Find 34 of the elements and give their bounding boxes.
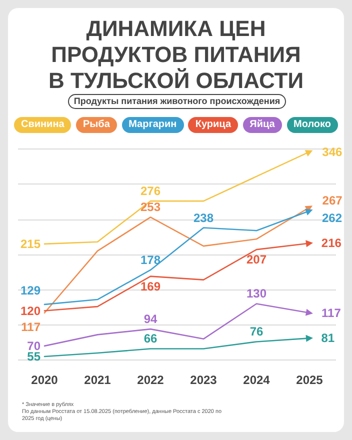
x-tick-label: 2024 xyxy=(243,373,270,387)
x-tick-label: 2021 xyxy=(84,373,112,387)
data-label: 130 xyxy=(246,286,267,301)
data-label: 129 xyxy=(20,283,41,298)
x-tick-label: 2023 xyxy=(190,373,218,387)
data-label: 120 xyxy=(20,304,41,318)
data-label: 216 xyxy=(321,236,342,250)
data-label: 238 xyxy=(193,210,214,225)
x-tick-label: 2025 xyxy=(296,373,324,387)
data-label: 207 xyxy=(246,252,267,267)
text: Молоко xyxy=(286,117,338,133)
text: Рыба xyxy=(76,117,117,133)
chart-title: ДИНАМИКА ЦЕН ПРОДУКТОВ ПИТАНИЯ В ТУЛЬСКОЙ ОБЛАСТИ xyxy=(47,16,305,94)
data-label: 117 xyxy=(322,306,342,320)
data-label: 66 xyxy=(144,332,158,346)
data-label: 117 xyxy=(21,320,41,334)
text: Маргарин xyxy=(122,117,184,133)
data-label: 178 xyxy=(140,252,161,267)
data-label: 215 xyxy=(20,236,41,251)
data-label: 169 xyxy=(140,279,161,294)
data-label: 276 xyxy=(140,184,161,198)
text: Яйца xyxy=(242,117,282,133)
text: Свинина xyxy=(14,117,72,133)
data-label: 253 xyxy=(140,200,161,214)
data-label: 267 xyxy=(322,193,343,208)
chart-subtitle: Продукты питания животного происхождения xyxy=(68,94,286,109)
text: Курица xyxy=(188,117,238,133)
x-tick-label: 2020 xyxy=(31,373,58,387)
data-label: 262 xyxy=(322,210,342,225)
x-tick-label: 2022 xyxy=(137,373,164,387)
data-label: 94 xyxy=(144,312,158,326)
data-label: 81 xyxy=(321,331,335,346)
data-label: 346 xyxy=(322,144,342,159)
data-label: 76 xyxy=(250,324,264,339)
